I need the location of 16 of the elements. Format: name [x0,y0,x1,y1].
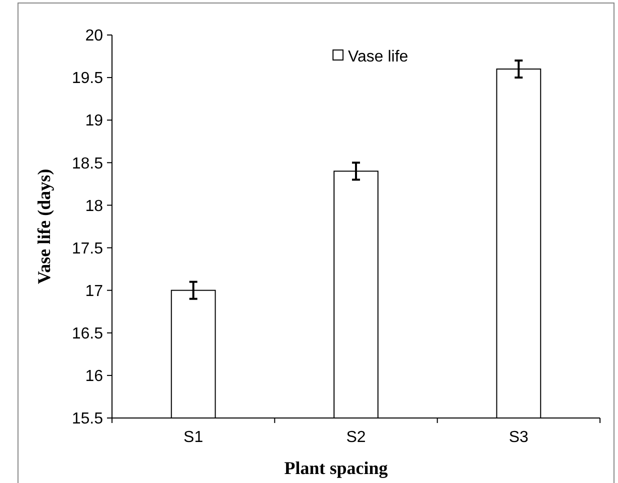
y-tick-label: 15.5 [72,410,104,428]
y-tick-label: 19.5 [72,70,104,88]
y-tick-label: 18 [85,198,104,215]
y-tick-label: 19 [85,112,104,130]
y-tick-label: 17 [85,282,104,300]
x-tick-label: S1 [184,429,204,446]
x-axis-title: Plant spacing [284,458,388,478]
y-tick-label: 16 [85,368,104,386]
y-tick-label: 20 [85,28,104,45]
y-axis-title: Vase life (days) [34,168,54,284]
legend-label: Vase life [348,48,408,66]
y-tick-label: 17.5 [72,240,104,258]
y-tick-label: 16.5 [72,325,104,342]
x-tick-label: S2 [346,429,366,446]
x-tick-label: S3 [508,429,529,446]
y-tick-label: 18.5 [72,155,104,172]
